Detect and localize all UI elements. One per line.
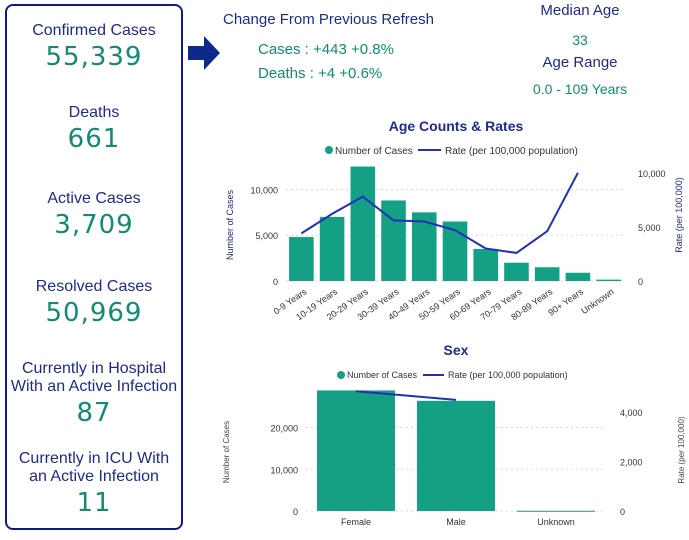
sex-xtick-label: Female [341, 517, 371, 527]
age-bar [289, 237, 314, 281]
kpi-icu: Currently in ICU With an Active Infectio… [7, 450, 181, 518]
kpi-hospital-value: 87 [76, 398, 112, 428]
sex-ytick-right-label: 4,000 [620, 408, 643, 418]
median-age-label: Median Age [540, 2, 620, 19]
sex-ytick-label: 10,000 [270, 465, 298, 475]
age-chart-title: Age Counts & Rates [389, 118, 524, 134]
age-ytick-label: 10,000 [250, 185, 278, 195]
kpi-hospital: Currently in Hospital With an Active Inf… [7, 360, 181, 428]
kpi-hospital-label-1: Currently in Hospital [21, 360, 167, 377]
age-ytick-right-label: 0 [638, 277, 643, 287]
kpi-hospital-label-2: With an Active Infection [10, 378, 178, 395]
sex-chart-title: Sex [444, 342, 469, 358]
age-ytick-label: 5,000 [255, 231, 278, 241]
sex-xtick-label: Male [446, 517, 466, 527]
age-ytick-label: 0 [273, 277, 278, 287]
arrow-right-icon [188, 36, 220, 70]
sex-legend-rate: Rate (per 100,000 population) [448, 370, 568, 380]
kpi-deaths-label: Deaths [68, 104, 120, 121]
kpi-active-label: Active Cases [47, 190, 141, 207]
kpi-deaths-value: 661 [67, 124, 121, 154]
age-range-label: Age Range [542, 54, 618, 71]
age-range-value: 0.0 - 109 Years [532, 81, 628, 97]
sex-bar [317, 390, 395, 511]
age-legend-rate: Rate (per 100,000 population) [445, 146, 578, 157]
kpi-deaths: Deaths 661 [7, 104, 181, 154]
kpi-resolved: Resolved Cases 50,969 [7, 278, 181, 328]
change-title: Change From Previous Refresh [223, 11, 434, 28]
age-ytick-right-label: 10,000 [638, 169, 666, 179]
kpi-confirmed-value: 55,339 [45, 42, 143, 72]
sex-rate-line [355, 390, 457, 401]
sex-ytick-right-label: 2,000 [620, 458, 643, 468]
median-age-value: 33 [572, 32, 588, 48]
age-bar [350, 166, 376, 281]
age-bar [504, 262, 529, 281]
sex-ytick-label: 0 [293, 507, 298, 517]
sex-bar [417, 400, 495, 511]
age-legend-cases-marker [325, 146, 333, 154]
kpi-resolved-label: Resolved Cases [35, 278, 153, 295]
kpi-icu-label-1: Currently in ICU With [18, 450, 170, 467]
sex-ytick-right-label: 0 [620, 507, 625, 517]
kpi-resolved-value: 50,969 [45, 298, 143, 328]
age-ylabel: Number of Cases [225, 189, 235, 260]
age-bar [596, 279, 621, 281]
age-ylabel-right: Rate (per 100,000) [674, 177, 684, 253]
kpi-confirmed-label: Confirmed Cases [32, 22, 156, 39]
sex-ytick-label: 20,000 [270, 424, 298, 434]
kpi-confirmed: Confirmed Cases 55,339 [7, 22, 181, 72]
sex-bar [517, 510, 595, 512]
median-age-block: Median Age 33 Age Range 0.0 - 109 Years [510, 2, 650, 97]
change-cases: Cases : +443 +0.8% [258, 41, 394, 58]
age-bar [565, 272, 591, 281]
age-bar [473, 248, 499, 281]
age-ytick-right-label: 5,000 [638, 223, 661, 233]
sex-ylabel-right: Rate (per 100,000) [677, 416, 686, 483]
change-deaths: Deaths : +4 +0.6% [258, 65, 383, 82]
kpi-active: Active Cases 3,709 [7, 190, 181, 240]
age-legend-cases: Number of Cases [335, 146, 413, 157]
age-bar [534, 267, 560, 281]
age-rate-line [300, 172, 579, 254]
age-bar [319, 216, 345, 281]
sex-legend-cases: Number of Cases [347, 370, 418, 380]
sex-ylabel: Number of Cases [222, 421, 231, 483]
age-bar [442, 221, 468, 281]
kpi-active-value: 3,709 [54, 210, 134, 240]
kpi-icu-value: 11 [76, 488, 112, 518]
sex-xtick-label: Unknown [537, 517, 575, 527]
kpi-panel: Confirmed Cases 55,339 Deaths 661 Active… [5, 4, 183, 530]
sex-legend-cases-marker [337, 371, 345, 379]
kpi-icu-label-2: an Active Infection [29, 468, 159, 485]
